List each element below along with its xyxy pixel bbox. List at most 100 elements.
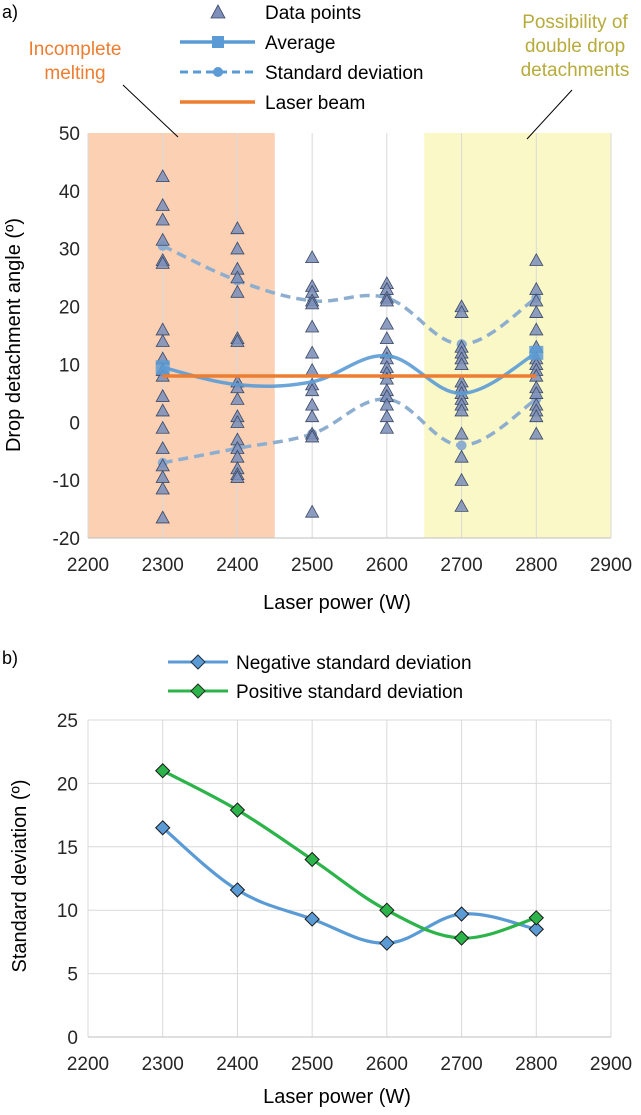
data-point-2400-0 bbox=[230, 221, 245, 235]
data-point-2600-3 bbox=[379, 293, 395, 307]
chart-b: b) 2200 2300 2400 2500 2600 2700 2800 2900 0 5 10… bbox=[2, 648, 632, 1108]
average-line bbox=[162, 351, 538, 396]
legend-symbol-positive-sd-marker bbox=[190, 683, 206, 699]
positive-sd-marker-2500 bbox=[304, 851, 320, 868]
y-tick-a-10: 10 bbox=[59, 355, 80, 376]
positive-sd-marker-2600 bbox=[379, 902, 395, 918]
x-tick-a-2400: 2400 bbox=[216, 555, 258, 576]
data-point-2300-2 bbox=[155, 212, 170, 226]
y-tick-a--20: -20 bbox=[53, 529, 80, 550]
data-point-2800-4 bbox=[529, 322, 544, 336]
legend-symbol-average-marker bbox=[212, 36, 224, 48]
y-tick-a-0: 0 bbox=[69, 413, 80, 434]
region-label-incomplete-line-2: melting bbox=[44, 63, 105, 84]
data-point-2600-14 bbox=[379, 409, 395, 423]
chart-a: a) Incomplete melting Possibility of dou… bbox=[2, 2, 632, 614]
legend-item-positive-sd: Positive standard deviation bbox=[168, 682, 463, 703]
negative-sd-marker-2300 bbox=[155, 820, 171, 836]
y-tick-labels-a: -20 -10 0 10 20 30 40 50 bbox=[53, 124, 80, 550]
data-point-2500-6 bbox=[304, 345, 320, 359]
region-incomplete-melting bbox=[88, 133, 275, 538]
panel-label-b: b) bbox=[2, 648, 18, 668]
data-point-2500-0 bbox=[304, 250, 320, 263]
data-point-2300-7 bbox=[155, 333, 170, 347]
x-tick-a-2300: 2300 bbox=[142, 555, 184, 576]
legend-item-negative-sd: Negative standard deviation bbox=[168, 653, 472, 674]
x-tick-a-2200: 2200 bbox=[67, 555, 109, 576]
data-point-2700-14 bbox=[454, 472, 469, 486]
data-point-2300-11 bbox=[155, 388, 170, 402]
data-point-2300-3 bbox=[155, 232, 170, 246]
x-tick-b-2900: 2900 bbox=[590, 1054, 632, 1075]
data-point-2500-14 bbox=[304, 504, 320, 518]
negative-sd-marker-2500 bbox=[304, 911, 320, 927]
positive-sd-marker-2800 bbox=[528, 910, 544, 926]
legend-item-laser-beam: Laser beam bbox=[180, 93, 365, 114]
average-markers bbox=[155, 345, 544, 375]
data-point-2400-3 bbox=[230, 270, 245, 284]
data-point-2300-18 bbox=[155, 510, 170, 524]
y-tick-b-15: 15 bbox=[57, 838, 78, 859]
region-label-double-line-2: double drop bbox=[525, 36, 625, 57]
data-point-2700-1 bbox=[454, 305, 469, 318]
pointer-line-incomplete bbox=[122, 84, 179, 138]
legend-symbol-std-dev-marker bbox=[213, 67, 223, 77]
data-point-2500-10 bbox=[304, 397, 320, 411]
data-point-2700-11 bbox=[454, 403, 469, 417]
data-point-2500-4 bbox=[304, 296, 320, 310]
data-point-2500-13 bbox=[304, 429, 320, 443]
legend-label-negative-sd: Negative standard deviation bbox=[236, 653, 472, 674]
data-point-2500-7 bbox=[304, 362, 320, 376]
region-double-drop bbox=[424, 133, 611, 538]
data-point-2300-1 bbox=[155, 197, 170, 211]
legend-item-data-points: Data points bbox=[210, 3, 361, 24]
x-tick-b-2800: 2800 bbox=[515, 1054, 557, 1075]
y-tick-b-10: 10 bbox=[57, 901, 78, 922]
data-point-2300-14 bbox=[155, 440, 170, 454]
y-tick-a-20: 20 bbox=[59, 298, 80, 319]
y-tick-a-50: 50 bbox=[59, 124, 80, 145]
data-point-2400-1 bbox=[230, 241, 245, 255]
negative-sd-marker-2400 bbox=[229, 882, 246, 898]
data-point-2800-0 bbox=[529, 252, 544, 266]
region-label-double-line-1: Possibility of bbox=[522, 12, 628, 33]
y-tick-b-25: 25 bbox=[57, 711, 78, 732]
y-tick-b-5: 5 bbox=[67, 965, 78, 986]
std-dev-line-upper bbox=[161, 244, 538, 346]
x-tick-labels-b: 2200 2300 2400 2500 2600 2700 2800 2900 bbox=[67, 1054, 632, 1075]
pointer-line-double bbox=[526, 89, 573, 140]
average-marker-2800 bbox=[529, 345, 544, 360]
y-tick-a-30: 30 bbox=[59, 240, 80, 261]
x-tick-labels-a: 2200 2300 2400 2500 2600 2700 2800 2900 bbox=[67, 555, 632, 576]
data-point-2700-5 bbox=[454, 357, 469, 371]
data-point-2600-5 bbox=[379, 331, 395, 344]
std-dev-line-lower bbox=[162, 397, 538, 465]
y-tick-b-20: 20 bbox=[57, 774, 78, 795]
negative-sd-marker-2800 bbox=[528, 921, 544, 937]
x-tick-a-2600: 2600 bbox=[366, 555, 408, 576]
y-axis-title-a: Drop detachment angle (º) bbox=[3, 218, 25, 452]
positive-sd-marker-2300 bbox=[155, 763, 171, 779]
negative-sd-marker-2600 bbox=[379, 935, 395, 951]
data-point-2700-12 bbox=[454, 426, 469, 440]
data-point-2400-6 bbox=[230, 333, 245, 347]
data-point-2700-13 bbox=[454, 449, 469, 463]
data-point-2800-3 bbox=[529, 305, 544, 318]
region-label-double-line-3: detachments bbox=[521, 60, 630, 81]
sd-markers bbox=[155, 763, 544, 951]
y-tick-labels-b: 0 5 10 15 20 25 bbox=[57, 711, 78, 1049]
positive-sd-marker-2400 bbox=[229, 802, 246, 818]
legend-label-laser-beam: Laser beam bbox=[265, 93, 365, 114]
x-tick-a-2800: 2800 bbox=[515, 555, 557, 576]
data-point-2400-4 bbox=[230, 284, 245, 298]
x-axis-title-b: Laser power (W) bbox=[263, 1086, 411, 1108]
std-dev-marker-2700 bbox=[456, 440, 467, 451]
x-tick-b-2400: 2400 bbox=[216, 1054, 258, 1075]
legend-item-average: Average bbox=[180, 33, 335, 54]
data-point-2300-17 bbox=[155, 481, 170, 495]
x-tick-a-2700: 2700 bbox=[440, 555, 482, 576]
x-tick-b-2300: 2300 bbox=[142, 1054, 184, 1075]
legend-label-positive-sd: Positive standard deviation bbox=[236, 682, 463, 703]
data-point-2300-0 bbox=[155, 169, 170, 182]
